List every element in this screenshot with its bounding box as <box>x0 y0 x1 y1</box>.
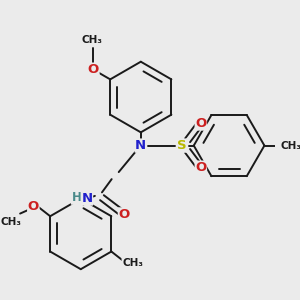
Text: O: O <box>195 117 206 130</box>
Text: CH₃: CH₃ <box>1 217 22 226</box>
Text: CH₃: CH₃ <box>81 34 102 45</box>
Text: CH₃: CH₃ <box>122 258 143 268</box>
Text: O: O <box>195 161 206 174</box>
Text: N: N <box>81 192 92 205</box>
Text: H: H <box>71 191 81 204</box>
Text: S: S <box>178 139 187 152</box>
Text: CH₃: CH₃ <box>280 141 300 151</box>
Text: O: O <box>28 200 39 213</box>
Text: O: O <box>118 208 130 221</box>
Text: N: N <box>135 139 146 152</box>
Text: O: O <box>88 63 99 76</box>
